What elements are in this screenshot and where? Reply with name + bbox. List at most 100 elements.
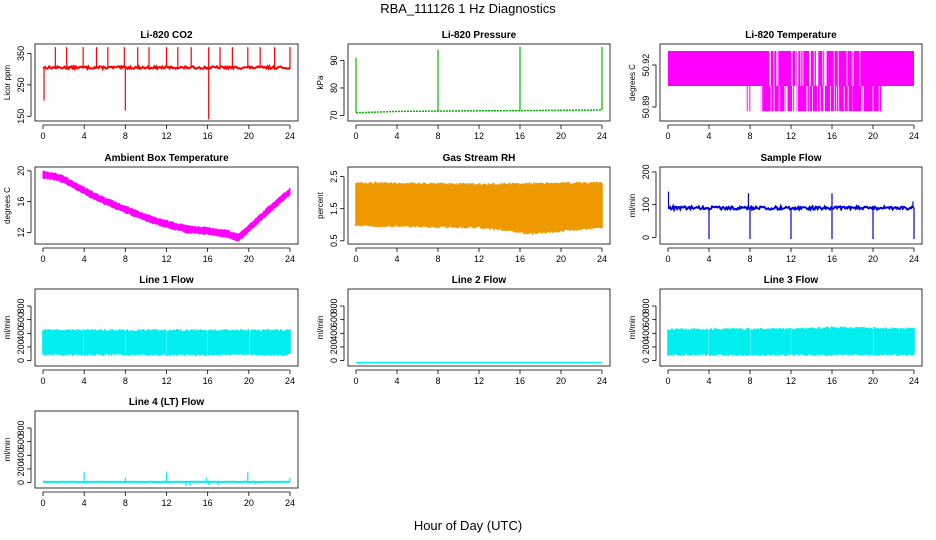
data-layer [42,47,291,120]
chart-title: Sample Flow [760,153,821,164]
x-tick-label: 12 [786,376,796,386]
y-tick-label: 400 [641,326,651,341]
y-tick-label: 200 [16,339,26,354]
series-band [667,326,915,356]
y-tick-label: 50.92 [641,54,651,77]
x-tick-label: 8 [123,254,128,264]
page-title: RBA_111126 1 Hz Diagnostics [380,1,556,16]
y-axis-label: percent [316,191,325,218]
chart-panel: Sample Flow ml/min 0 4 8 12 16 20 24 0 100 200 [628,153,923,264]
y-tick-label: 800 [329,299,339,314]
x-tick-label: 24 [285,498,295,508]
chart-panel: Li-820 Temperature degrees C 0 4 8 12 16 20 24 50… [628,30,923,141]
chart-panel: Line 4 (LT) Flow ml/min 0 4 8 12 16 20 24 0 200400… [3,397,299,508]
y-tick-label: 200 [641,164,651,179]
x-tick-label: 20 [556,131,566,141]
x-tick-label: 0 [353,254,358,264]
x-tick-label: 0 [353,131,358,141]
x-tick-label: 24 [909,131,919,141]
plot-frame [347,166,611,245]
y-tick-label: 200 [16,461,26,476]
x-tick-label: 20 [868,376,878,386]
y-axis-label: ml/min [3,438,12,462]
y-tick-label: 1.5 [329,202,339,215]
y-axis-label: ml/min [628,194,637,218]
series-line [739,51,912,112]
chart-title: Ambient Box Temperature [104,153,229,164]
x-tick-label: 12 [161,254,171,264]
x-tick-label: 16 [515,376,525,386]
x-tick-label: 20 [556,254,566,264]
y-tick-label: 2.5 [329,170,339,183]
x-tick-label: 24 [597,131,607,141]
x-tick-label: 4 [706,131,711,141]
x-tick-label: 24 [597,376,607,386]
x-tick-label: 20 [244,254,254,264]
x-tick-label: 4 [82,131,87,141]
y-tick-label: 12 [16,227,26,237]
y-tick-label: 600 [16,434,26,449]
y-axis-label: degrees C [3,187,12,224]
x-tick-label: 8 [435,376,440,386]
x-tick-label: 24 [909,376,919,386]
x-tick-label: 0 [40,498,45,508]
data-layer [355,181,603,235]
x-tick-label: 0 [40,376,45,386]
chart-title: Li-820 Pressure [442,30,517,41]
x-tick-label: 4 [394,254,399,264]
x-tick-label: 4 [706,254,711,264]
y-tick-label: 16 [16,197,26,207]
data-layer [42,170,291,242]
x-tick-label: 24 [285,376,295,386]
chart-title: Line 3 Flow [764,275,819,286]
chart-panel: Line 1 Flow ml/min 0 4 8 12 16 20 24 0 20040060080… [3,275,299,386]
x-tick-label: 16 [203,376,213,386]
data-layer [667,191,915,240]
x-tick-label: 16 [827,131,837,141]
y-tick-label: 600 [329,312,339,327]
plot-frame [659,43,923,122]
x-tick-label: 16 [827,376,837,386]
y-tick-label: 0 [16,358,26,363]
plot-frame [347,288,611,367]
series-band [42,170,291,242]
x-tick-label: 4 [82,254,87,264]
y-tick-label: 600 [16,312,26,327]
x-tick-label: 8 [435,131,440,141]
x-tick-label: 8 [123,376,128,386]
y-tick-label: 50.89 [641,96,651,119]
x-tick-label: 0 [40,254,45,264]
y-axis-label: ml/min [3,316,12,340]
y-tick-label: 20 [16,166,26,176]
chart-title: Line 1 Flow [139,275,194,286]
plot-frame [34,166,299,245]
series-line [746,86,882,112]
x-tick-label: 4 [82,376,87,386]
plot-frame [34,288,299,367]
data-layer [43,472,291,486]
series-band [668,51,914,86]
series-line [355,109,603,114]
x-tick-label: 8 [747,131,752,141]
plot-frame [34,43,299,122]
x-tick-label: 24 [285,254,295,264]
y-tick-label: 0 [16,480,26,485]
x-tick-label: 12 [786,131,796,141]
plot-frame [347,43,611,122]
y-tick-label: 800 [641,299,651,314]
y-tick-label: 350 [16,46,26,61]
y-tick-label: 0 [329,358,339,363]
x-tick-label: 12 [786,254,796,264]
x-tick-label: 12 [161,131,171,141]
y-axis-label: kPa [316,75,325,89]
chart-panel: Line 3 Flow ml/min 0 4 8 12 16 20 24 0 20040060080… [628,275,923,386]
y-tick-label: 400 [16,326,26,341]
chart-title: Line 2 Flow [452,275,507,286]
x-tick-label: 16 [203,498,213,508]
data-layer [668,51,914,112]
chart-panel: Gas Stream RH percent 0 4 8 12 16 20 24 0.5 1.5 2.5 [316,153,611,264]
x-tick-label: 12 [474,131,484,141]
x-tick-label: 4 [82,498,87,508]
y-tick-label: 200 [329,339,339,354]
